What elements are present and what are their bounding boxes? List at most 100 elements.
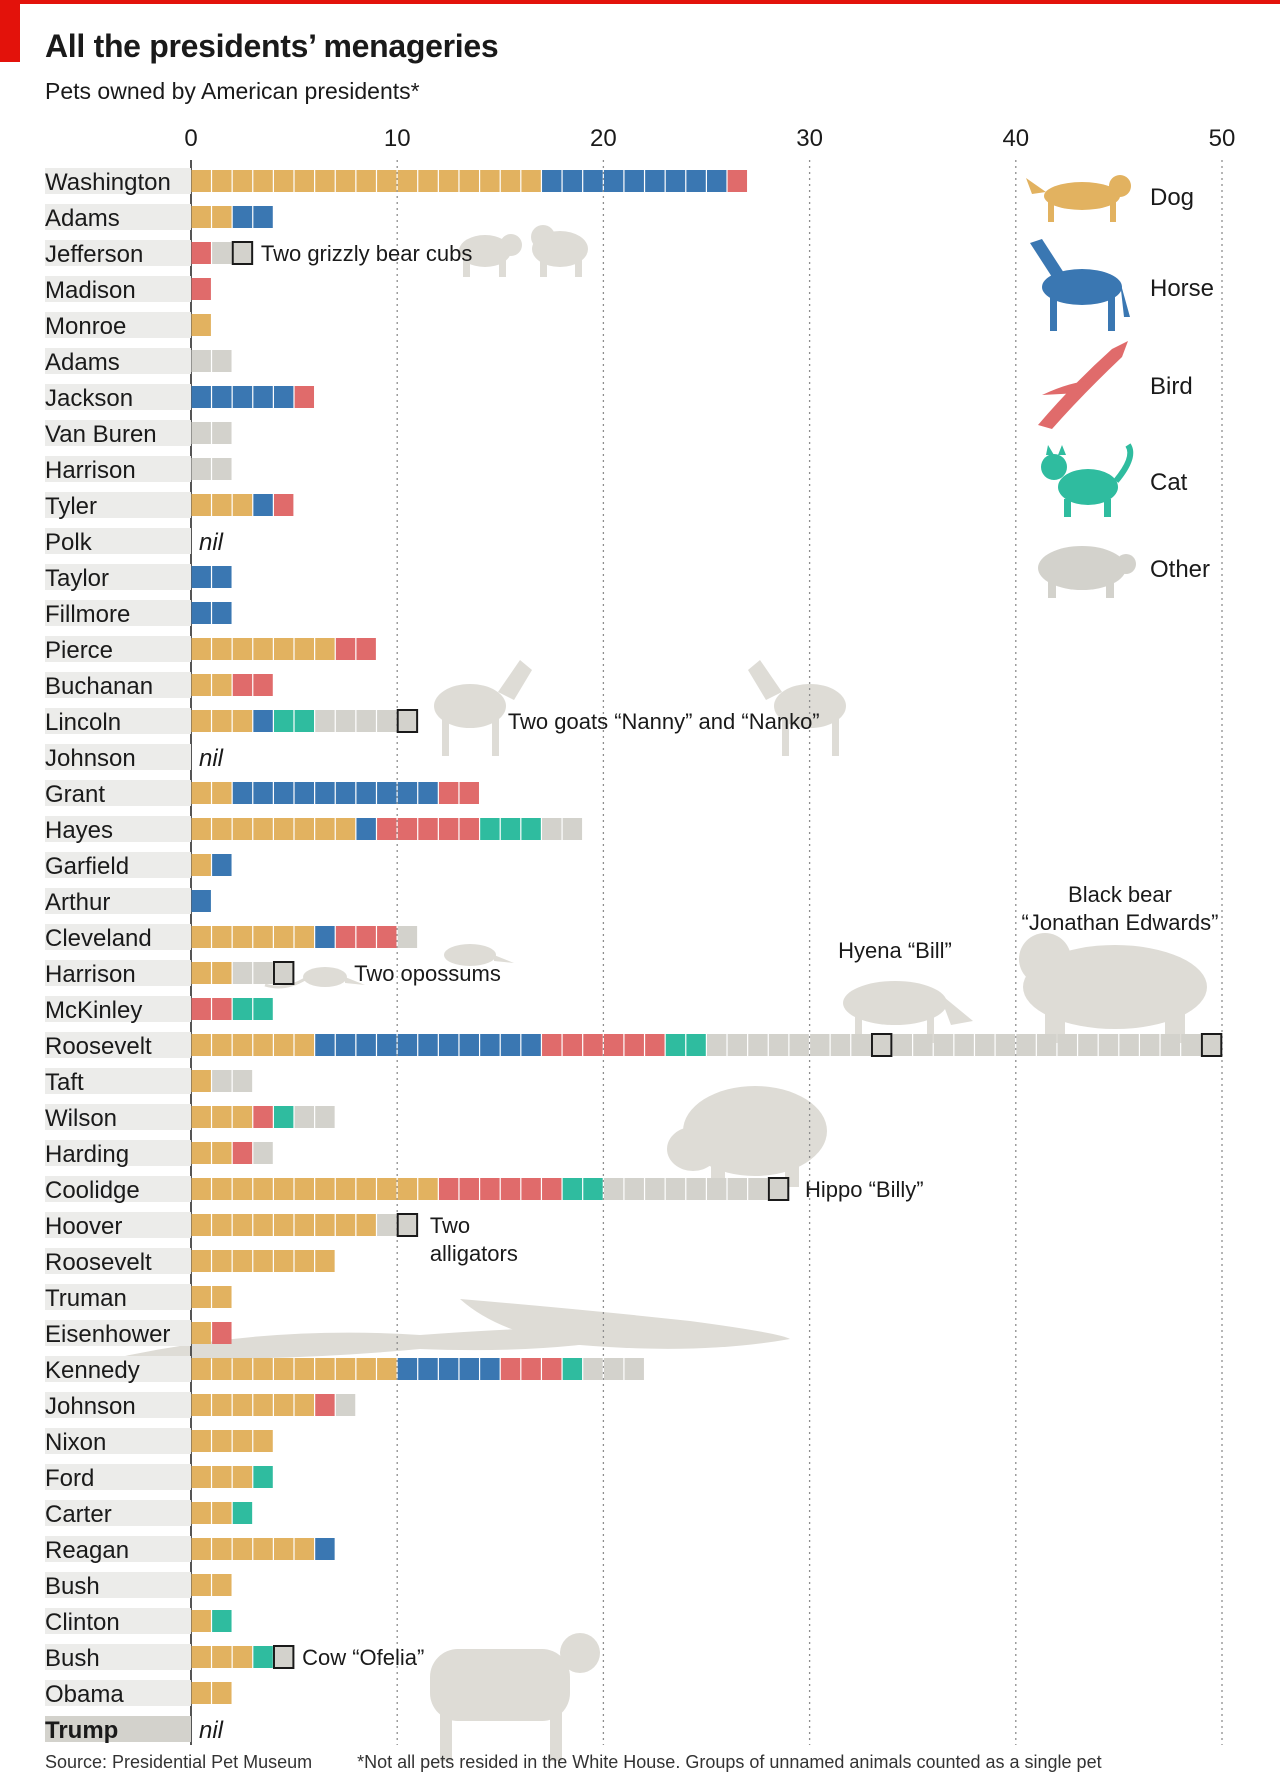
president-label: Obama bbox=[45, 1681, 124, 1708]
pet-square-dog bbox=[500, 170, 521, 192]
pet-square-bird bbox=[583, 1034, 603, 1056]
row-band bbox=[45, 420, 191, 446]
pet-square-bird bbox=[335, 926, 356, 948]
pet-square-horse bbox=[191, 890, 211, 912]
pet-square-horse bbox=[212, 602, 232, 624]
pet-square-dog bbox=[377, 170, 397, 192]
president-row: Truman bbox=[45, 1284, 232, 1312]
horse-icon bbox=[1030, 239, 1130, 331]
pet-square-horse bbox=[480, 1358, 500, 1380]
pet-square-other bbox=[624, 1178, 644, 1200]
pet-square-dog bbox=[253, 1178, 273, 1200]
pet-square-dog bbox=[253, 1430, 273, 1452]
pet-square-dog bbox=[191, 1070, 211, 1092]
pet-square-other bbox=[232, 1070, 253, 1092]
pet-square-horse bbox=[273, 386, 294, 408]
pet-square-dog bbox=[294, 818, 315, 840]
pet-square-horse bbox=[459, 1358, 479, 1380]
pet-square-horse bbox=[232, 386, 253, 408]
hippo-icon bbox=[667, 1086, 827, 1187]
chart-subtitle: Pets owned by American presidents* bbox=[45, 78, 420, 104]
pet-square-dog bbox=[212, 674, 232, 696]
president-row: Arthur bbox=[45, 888, 211, 916]
pet-square-bird bbox=[438, 1178, 459, 1200]
pet-square-cat bbox=[273, 1106, 294, 1128]
pet-square-other bbox=[913, 1034, 933, 1056]
pet-square-other bbox=[727, 1178, 748, 1200]
pet-square-bird bbox=[521, 1178, 541, 1200]
row-band bbox=[45, 492, 191, 518]
pet-square-dog bbox=[377, 1358, 397, 1380]
president-label: Carter bbox=[45, 1501, 112, 1528]
row-band bbox=[45, 744, 191, 770]
pet-square-bird bbox=[356, 926, 376, 948]
pet-square-dog bbox=[191, 1430, 211, 1452]
pet-square-dog bbox=[273, 1394, 294, 1416]
pet-square-other bbox=[212, 242, 232, 264]
president-label: Harrison bbox=[45, 457, 136, 484]
pet-square-horse bbox=[315, 1034, 335, 1056]
annotation-label: Cow “Ofelia” bbox=[302, 1645, 424, 1670]
president-row: Grant bbox=[45, 780, 479, 808]
pet-square-other bbox=[212, 458, 232, 480]
pet-square-dog bbox=[212, 1142, 232, 1164]
pet-square-bird bbox=[418, 818, 438, 840]
row-band bbox=[45, 1392, 191, 1418]
pet-square-bird bbox=[377, 926, 397, 948]
president-row: Monroe bbox=[45, 312, 211, 340]
pet-square-dog bbox=[294, 1034, 315, 1056]
pet-square-other bbox=[767, 1177, 790, 1201]
pet-square-other bbox=[665, 1178, 686, 1200]
pet-square-other bbox=[335, 710, 356, 732]
row-band bbox=[45, 996, 191, 1022]
pet-square-bird bbox=[624, 1034, 644, 1056]
pet-square-horse bbox=[645, 170, 665, 192]
pet-square-horse bbox=[480, 1034, 500, 1056]
pet-square-dog bbox=[191, 206, 211, 228]
row-band bbox=[45, 1248, 191, 1274]
pet-square-bird bbox=[542, 1178, 562, 1200]
x-tick-label: 30 bbox=[796, 125, 823, 152]
pet-square-horse bbox=[253, 206, 273, 228]
president-label: Adams bbox=[45, 349, 120, 376]
pet-square-other bbox=[396, 1213, 419, 1237]
president-label: McKinley bbox=[45, 997, 142, 1024]
pet-square-cat bbox=[253, 998, 273, 1020]
president-row: Pierce bbox=[45, 636, 376, 664]
pet-square-dog bbox=[315, 1178, 335, 1200]
pet-square-dog bbox=[232, 1250, 253, 1272]
pet-square-horse bbox=[356, 818, 376, 840]
annotation-label: Two grizzly bear cubs bbox=[261, 241, 473, 266]
pet-square-other bbox=[272, 1645, 295, 1669]
pet-square-other bbox=[1057, 1034, 1077, 1056]
president-label: Trump bbox=[45, 1717, 118, 1744]
president-label: Taylor bbox=[45, 565, 109, 592]
pet-square-other bbox=[1160, 1034, 1181, 1056]
pet-square-dog bbox=[335, 818, 356, 840]
pet-square-other bbox=[335, 1394, 356, 1416]
pet-square-dog bbox=[273, 170, 294, 192]
pet-square-other bbox=[253, 1142, 273, 1164]
pet-square-dog bbox=[212, 1502, 232, 1524]
pet-square-dog bbox=[273, 818, 294, 840]
pet-square-dog bbox=[212, 818, 232, 840]
president-row: Garfield bbox=[45, 852, 232, 880]
hyena-icon bbox=[843, 981, 973, 1043]
pet-square-horse bbox=[191, 602, 211, 624]
pet-square-horse bbox=[232, 782, 253, 804]
president-row: Reagan bbox=[45, 1536, 335, 1564]
pet-square-dog bbox=[232, 1394, 253, 1416]
president-row: Bush bbox=[45, 1644, 295, 1672]
row-band bbox=[45, 1536, 191, 1562]
pet-square-dog bbox=[335, 1214, 356, 1236]
pet-square-other bbox=[748, 1034, 768, 1056]
pet-square-dog bbox=[315, 1214, 335, 1236]
pet-square-dog bbox=[397, 170, 418, 192]
pet-square-bird bbox=[397, 818, 418, 840]
row-band bbox=[45, 1572, 191, 1598]
pet-square-cat bbox=[500, 818, 521, 840]
pet-square-horse bbox=[624, 170, 644, 192]
pet-square-other bbox=[870, 1033, 893, 1057]
row-band bbox=[45, 312, 191, 338]
pet-square-other bbox=[975, 1034, 995, 1056]
